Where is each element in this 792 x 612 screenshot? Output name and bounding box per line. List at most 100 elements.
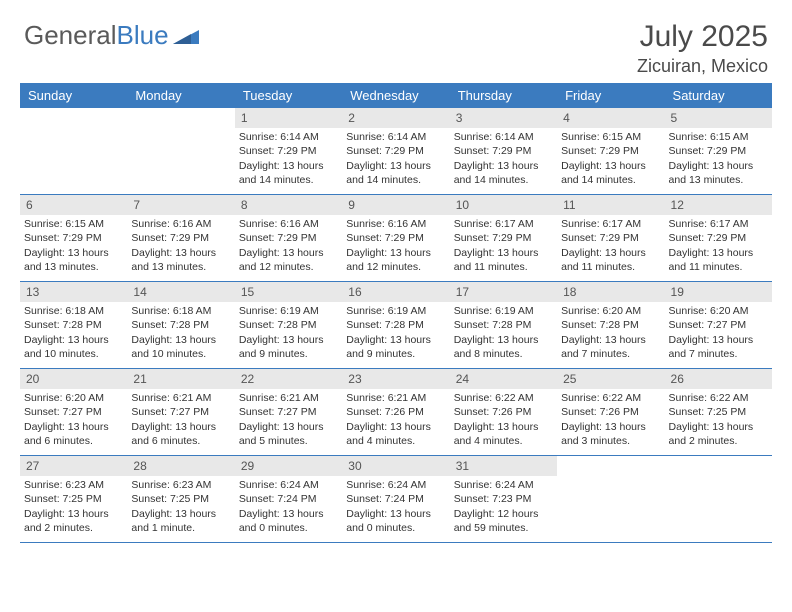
day-number: 24 <box>450 369 557 389</box>
day-cell: 31Sunrise: 6:24 AMSunset: 7:23 PMDayligh… <box>450 456 557 542</box>
day-info-line: Daylight: 13 hours <box>669 246 768 260</box>
day-info-line: Sunrise: 6:19 AM <box>239 304 338 318</box>
day-info-line: Daylight: 13 hours <box>561 159 660 173</box>
day-body: Sunrise: 6:23 AMSunset: 7:25 PMDaylight:… <box>127 476 234 537</box>
day-info-line: and 0 minutes. <box>239 521 338 535</box>
day-number: 19 <box>665 282 772 302</box>
day-info-line: and 6 minutes. <box>24 434 123 448</box>
day-body: Sunrise: 6:16 AMSunset: 7:29 PMDaylight:… <box>235 215 342 276</box>
day-info-line: and 6 minutes. <box>131 434 230 448</box>
day-info-line: and 4 minutes. <box>346 434 445 448</box>
brand-part1: General <box>24 20 117 51</box>
day-info-line: and 13 minutes. <box>669 173 768 187</box>
day-number: 6 <box>20 195 127 215</box>
day-info-line: and 12 minutes. <box>239 260 338 274</box>
day-cell: 28Sunrise: 6:23 AMSunset: 7:25 PMDayligh… <box>127 456 234 542</box>
title-block: July 2025 Zicuiran, Mexico <box>637 20 768 77</box>
day-info-line: Sunset: 7:29 PM <box>239 144 338 158</box>
day-info-line: Daylight: 13 hours <box>669 333 768 347</box>
day-cell: 18Sunrise: 6:20 AMSunset: 7:28 PMDayligh… <box>557 282 664 368</box>
day-info-line: and 10 minutes. <box>24 347 123 361</box>
day-cell: 23Sunrise: 6:21 AMSunset: 7:26 PMDayligh… <box>342 369 449 455</box>
day-number: 30 <box>342 456 449 476</box>
day-number: 17 <box>450 282 557 302</box>
day-info-line: and 1 minute. <box>131 521 230 535</box>
day-body: Sunrise: 6:14 AMSunset: 7:29 PMDaylight:… <box>342 128 449 189</box>
day-info-line: Daylight: 13 hours <box>454 246 553 260</box>
day-info-line: Sunset: 7:29 PM <box>346 231 445 245</box>
day-info-line: Daylight: 13 hours <box>131 420 230 434</box>
day-number: 29 <box>235 456 342 476</box>
day-number: 27 <box>20 456 127 476</box>
day-info-line: Sunset: 7:24 PM <box>239 492 338 506</box>
day-info-line: and 2 minutes. <box>669 434 768 448</box>
day-info-line: Sunset: 7:28 PM <box>239 318 338 332</box>
day-info-line: Sunset: 7:26 PM <box>561 405 660 419</box>
day-info-line: Sunrise: 6:22 AM <box>669 391 768 405</box>
day-cell: 13Sunrise: 6:18 AMSunset: 7:28 PMDayligh… <box>20 282 127 368</box>
day-cell: 7Sunrise: 6:16 AMSunset: 7:29 PMDaylight… <box>127 195 234 281</box>
day-number: 10 <box>450 195 557 215</box>
day-info-line: Sunrise: 6:21 AM <box>346 391 445 405</box>
week-row: 6Sunrise: 6:15 AMSunset: 7:29 PMDaylight… <box>20 195 772 282</box>
day-info-line: and 14 minutes. <box>239 173 338 187</box>
day-number: 5 <box>665 108 772 128</box>
day-info-line: Sunrise: 6:17 AM <box>561 217 660 231</box>
day-number: 16 <box>342 282 449 302</box>
day-info-line: Sunrise: 6:16 AM <box>239 217 338 231</box>
day-info-line: Sunrise: 6:24 AM <box>454 478 553 492</box>
day-cell: 9Sunrise: 6:16 AMSunset: 7:29 PMDaylight… <box>342 195 449 281</box>
day-header-mon: Monday <box>127 83 234 108</box>
day-body: Sunrise: 6:15 AMSunset: 7:29 PMDaylight:… <box>20 215 127 276</box>
day-info-line: Sunrise: 6:24 AM <box>239 478 338 492</box>
day-info-line: Daylight: 13 hours <box>346 420 445 434</box>
day-info-line: Sunrise: 6:21 AM <box>131 391 230 405</box>
day-info-line: and 13 minutes. <box>24 260 123 274</box>
day-info-line: Daylight: 13 hours <box>131 507 230 521</box>
day-cell: 25Sunrise: 6:22 AMSunset: 7:26 PMDayligh… <box>557 369 664 455</box>
day-info-line: Sunset: 7:29 PM <box>454 231 553 245</box>
day-info-line: and 2 minutes. <box>24 521 123 535</box>
day-info-line: Daylight: 13 hours <box>24 246 123 260</box>
day-number: 3 <box>450 108 557 128</box>
day-info-line: Daylight: 13 hours <box>669 420 768 434</box>
day-body: Sunrise: 6:14 AMSunset: 7:29 PMDaylight:… <box>450 128 557 189</box>
day-info-line: Sunset: 7:29 PM <box>346 144 445 158</box>
day-info-line: Daylight: 13 hours <box>454 333 553 347</box>
day-cell: 3Sunrise: 6:14 AMSunset: 7:29 PMDaylight… <box>450 108 557 194</box>
day-info-line: and 14 minutes. <box>454 173 553 187</box>
day-body: Sunrise: 6:16 AMSunset: 7:29 PMDaylight:… <box>127 215 234 276</box>
day-cell: 8Sunrise: 6:16 AMSunset: 7:29 PMDaylight… <box>235 195 342 281</box>
day-info-line: Daylight: 13 hours <box>24 420 123 434</box>
weeks-container: 1Sunrise: 6:14 AMSunset: 7:29 PMDaylight… <box>20 108 772 543</box>
day-body: Sunrise: 6:17 AMSunset: 7:29 PMDaylight:… <box>450 215 557 276</box>
day-cell <box>557 456 664 542</box>
day-info-line: Sunrise: 6:22 AM <box>454 391 553 405</box>
day-info-line: Sunrise: 6:20 AM <box>24 391 123 405</box>
day-info-line: Sunrise: 6:18 AM <box>131 304 230 318</box>
day-info-line: Sunset: 7:26 PM <box>346 405 445 419</box>
day-body: Sunrise: 6:24 AMSunset: 7:23 PMDaylight:… <box>450 476 557 537</box>
day-header-tue: Tuesday <box>235 83 342 108</box>
day-header-thu: Thursday <box>450 83 557 108</box>
day-cell: 29Sunrise: 6:24 AMSunset: 7:24 PMDayligh… <box>235 456 342 542</box>
day-info-line: Sunset: 7:25 PM <box>131 492 230 506</box>
day-info-line: Sunrise: 6:17 AM <box>454 217 553 231</box>
calendar: Sunday Monday Tuesday Wednesday Thursday… <box>0 83 792 543</box>
day-info-line: and 10 minutes. <box>131 347 230 361</box>
day-info-line: and 13 minutes. <box>131 260 230 274</box>
day-info-line: Sunset: 7:28 PM <box>131 318 230 332</box>
day-body: Sunrise: 6:22 AMSunset: 7:25 PMDaylight:… <box>665 389 772 450</box>
day-body: Sunrise: 6:24 AMSunset: 7:24 PMDaylight:… <box>342 476 449 537</box>
day-cell: 11Sunrise: 6:17 AMSunset: 7:29 PMDayligh… <box>557 195 664 281</box>
day-body: Sunrise: 6:19 AMSunset: 7:28 PMDaylight:… <box>235 302 342 363</box>
day-number: 31 <box>450 456 557 476</box>
day-number: 28 <box>127 456 234 476</box>
day-info-line: Sunset: 7:27 PM <box>131 405 230 419</box>
day-info-line: Daylight: 13 hours <box>454 420 553 434</box>
day-info-line: Sunrise: 6:17 AM <box>669 217 768 231</box>
day-body: Sunrise: 6:20 AMSunset: 7:27 PMDaylight:… <box>665 302 772 363</box>
day-number: 8 <box>235 195 342 215</box>
day-info-line: Daylight: 13 hours <box>131 333 230 347</box>
day-body: Sunrise: 6:20 AMSunset: 7:28 PMDaylight:… <box>557 302 664 363</box>
